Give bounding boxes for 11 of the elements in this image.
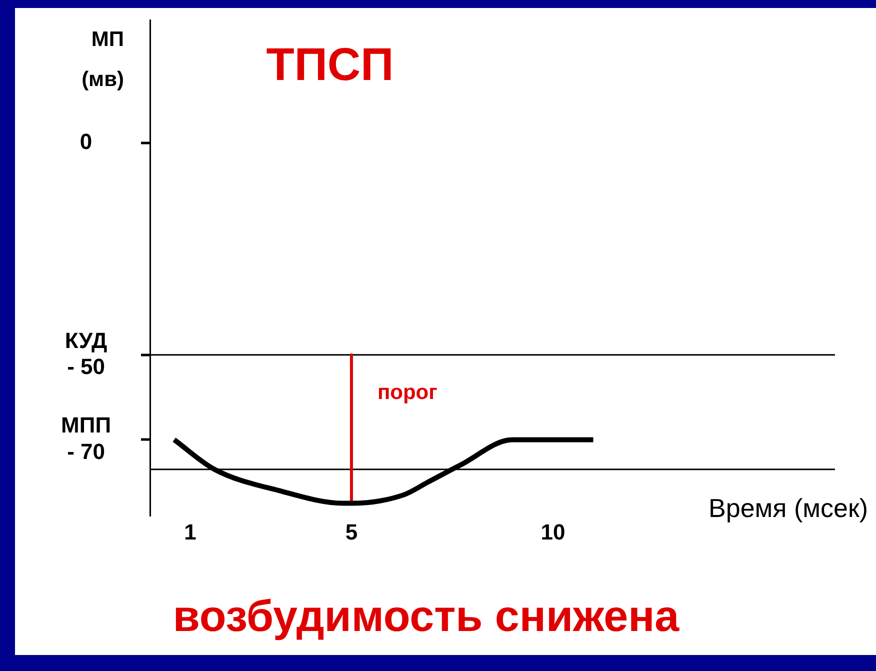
y-axis-title: МП (мв) xyxy=(80,27,124,93)
y-tick-label: 0 xyxy=(80,129,92,154)
chart-title: ТПСП xyxy=(265,38,395,90)
x-tick-label: 5 xyxy=(345,519,358,544)
annotation: порог xyxy=(377,380,438,404)
x-tick-label: 1 xyxy=(184,519,196,544)
y-tick-label: МПП - 70 xyxy=(61,412,111,464)
x-tick-label: 10 xyxy=(540,519,566,544)
y-tick-label: КУД - 50 xyxy=(64,328,108,380)
text: возбудимость снижена xyxy=(172,591,680,643)
x-axis-title: Время (мсек) xyxy=(708,493,868,524)
